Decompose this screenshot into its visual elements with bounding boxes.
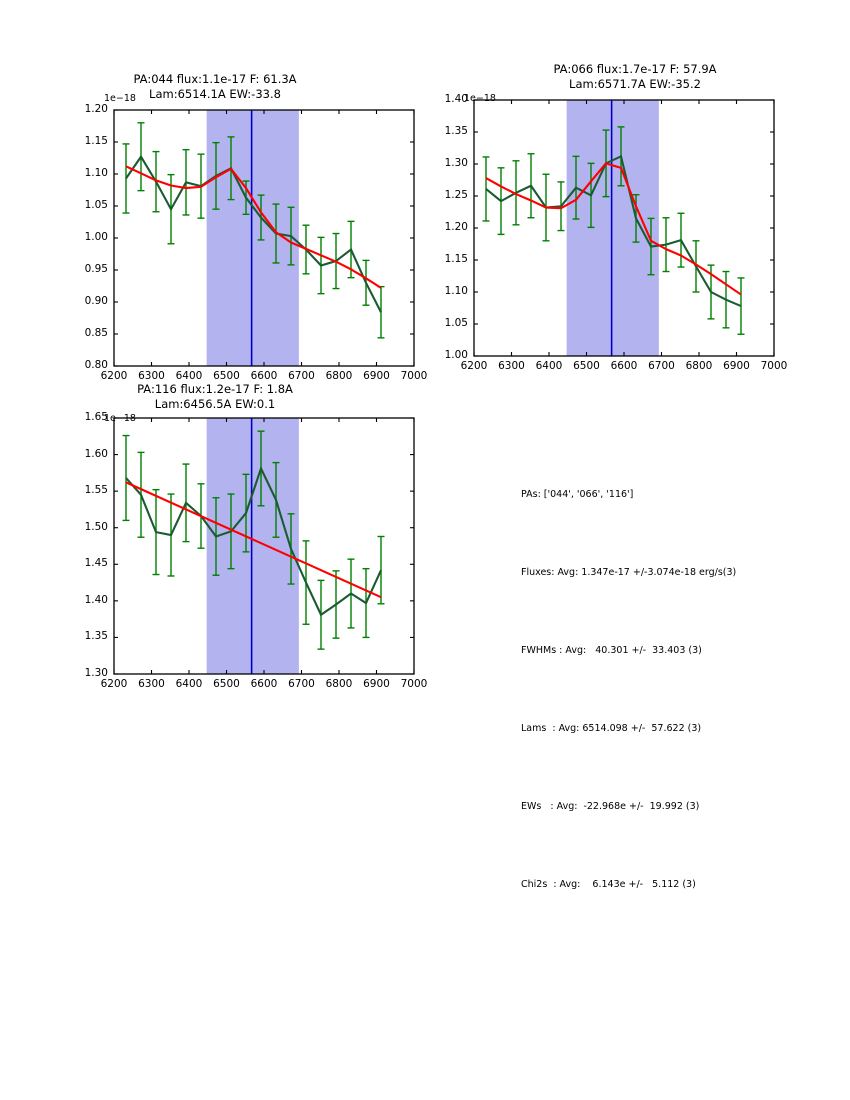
panel-pa044-title-line1: PA:044 flux:1.1e-17 F: 61.3A [133,72,297,86]
ytick-label: 1.05 [444,317,468,329]
spectrum-line [125,465,382,617]
xtick-label: 6600 [250,678,278,690]
ytick-label: 1.25 [444,189,468,201]
ytick-label: 1.15 [444,253,468,265]
wavelength-band [566,100,659,356]
ytick-label: 1.65 [84,411,108,423]
panel-pa044-plot[interactable] [0,0,430,400]
xtick-label: 6200 [100,370,128,382]
summary-pas: PAs: ['044', '066', '116'] [521,489,634,500]
xtick-label: 6500 [213,370,240,382]
ytick-label: 1.35 [444,125,468,137]
panel-pa066-title-line2: Lam:6571.7A EW:-35.2 [569,77,701,91]
panel-pa116-title-line2: Lam:6456.5A EW:0.1 [154,397,276,411]
summary-lams: Lams : Avg: 6514.098 +/- 57.622 (3) [521,723,702,734]
xtick-label: 6900 [363,678,390,690]
xtick-label: 6700 [288,370,315,382]
panel-pa066-title-line1: PA:066 flux:1.7e-17 F: 57.9A [553,62,717,76]
panel-pa116-plot[interactable] [0,320,430,720]
ytick-label: 0.80 [84,359,108,371]
ytick-label: 0.95 [84,263,108,275]
ytick-label: 1.40 [444,93,468,105]
xtick-label: 7000 [760,360,788,372]
xtick-label: 6400 [535,360,563,372]
spectrum-line [125,154,382,313]
panel-pa066-exponent-label: 1e−18 [464,93,496,104]
ytick-label: 1.45 [84,557,108,570]
xtick-label: 6900 [363,370,390,382]
xtick-label: 6500 [573,360,600,372]
ytick-label: 0.90 [84,295,108,307]
ytick-label: 1.20 [444,221,468,233]
xtick-label: 6400 [175,370,203,382]
panel-pa116: PA:116 flux:1.2e-17 F: 1.8A Lam:6456.5A … [0,320,430,720]
xtick-label: 6400 [175,678,203,690]
xtick-label: 6600 [250,370,278,382]
panel-pa116-exponent-label: 1e−18 [104,413,136,424]
summary-chi2s: Chi2s : Avg: 6.143e +/- 5.112 (3) [521,879,696,890]
ytick-label: 1.20 [84,103,108,115]
xtick-label: 6300 [498,360,525,372]
ytick-label: 1.55 [84,484,108,497]
ytick-label: 1.60 [84,447,108,460]
xtick-label: 6600 [610,360,638,372]
xtick-label: 6200 [100,678,128,690]
ytick-label: 1.50 [84,520,108,533]
xtick-label: 6300 [138,370,165,382]
ytick-label: 1.10 [444,285,468,297]
ytick-label: 1.15 [84,135,108,147]
xtick-label: 6800 [685,360,713,372]
fit-line [485,162,742,296]
xtick-label: 6900 [723,360,750,372]
xtick-label: 6700 [648,360,675,372]
xtick-label: 6200 [460,360,488,372]
xtick-label: 6800 [325,678,353,690]
ytick-label: 0.85 [84,327,108,339]
ytick-label: 1.00 [84,231,108,243]
xtick-label: 6500 [213,678,240,690]
ytick-label: 1.10 [84,167,108,179]
ytick-label: 1.30 [84,667,108,679]
xtick-label: 7000 [400,370,428,382]
wavelength-band [206,418,299,674]
ytick-label: 1.40 [84,593,108,606]
summary-statistics-block: PAs: ['044', '066', '116'] Fluxes: Avg: … [521,430,736,950]
panel-pa116-title-line1: PA:116 flux:1.2e-17 F: 1.8A [137,382,293,396]
panel-pa066: PA:066 flux:1.7e-17 F: 57.9A Lam:6571.7A… [420,0,850,400]
xtick-label: 6300 [138,678,165,690]
fit-line [125,165,382,289]
ytick-label: 1.05 [84,199,108,211]
panel-pa044-title-line2: Lam:6514.1A EW:-33.8 [149,87,281,101]
summary-ews: EWs : Avg: -22.968e +/- 19.992 (3) [521,801,700,812]
summary-fwhms: FWHMs : Avg: 40.301 +/- 33.403 (3) [521,645,702,656]
ytick-label: 1.30 [444,157,468,169]
fit-line [125,481,382,599]
panel-pa044-exponent-label: 1e−18 [104,93,136,104]
ytick-label: 1.00 [444,349,468,361]
panel-pa044: PA:044 flux:1.1e-17 F: 61.3A Lam:6514.1A… [0,0,430,400]
xtick-label: 7000 [400,678,428,690]
xtick-label: 6800 [325,370,353,382]
panel-pa066-plot[interactable] [420,0,850,400]
spectrum-line [485,154,742,308]
summary-fluxes: Fluxes: Avg: 1.347e-17 +/-3.074e-18 erg/… [521,567,737,578]
ytick-label: 1.35 [84,630,108,643]
xtick-label: 6700 [288,678,315,690]
